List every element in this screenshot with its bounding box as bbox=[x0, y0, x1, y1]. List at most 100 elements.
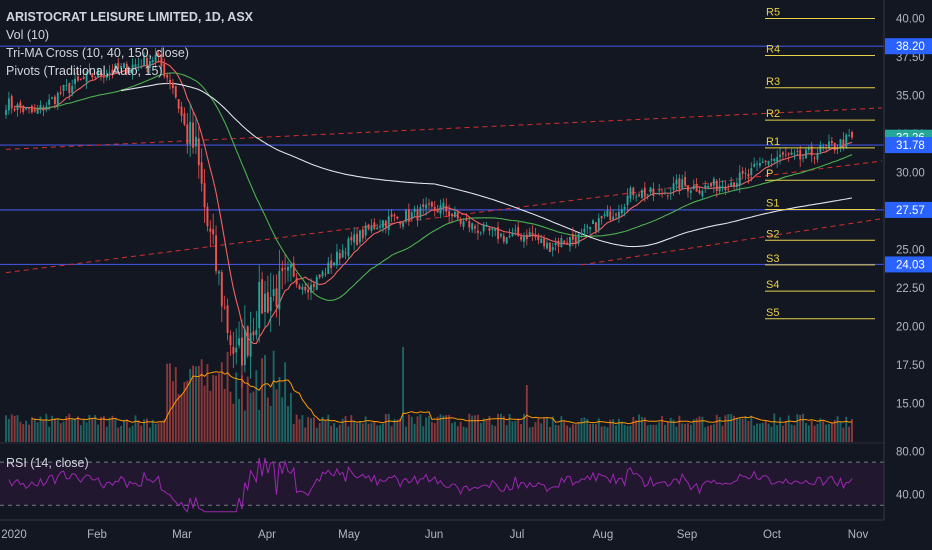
volume-bar bbox=[468, 413, 471, 442]
volume-bar bbox=[396, 419, 399, 442]
candle bbox=[664, 187, 666, 195]
volume-bar bbox=[212, 375, 215, 442]
moving-averages bbox=[14, 60, 853, 345]
volume-bar bbox=[376, 425, 379, 442]
volume-indicator-label[interactable]: Vol (10) bbox=[6, 28, 50, 42]
candle-body bbox=[643, 187, 646, 197]
volume-bar bbox=[370, 422, 373, 442]
candle-body bbox=[387, 216, 390, 230]
candle-body bbox=[537, 235, 540, 241]
candle bbox=[511, 227, 514, 237]
candle-body bbox=[157, 53, 160, 56]
candle bbox=[85, 70, 88, 89]
pivot-label: R2 bbox=[766, 108, 780, 120]
candle bbox=[822, 143, 825, 152]
candle bbox=[108, 65, 111, 81]
pivot-label: S5 bbox=[766, 307, 779, 319]
volume-bar bbox=[753, 425, 756, 442]
candle-body bbox=[125, 64, 128, 74]
candle bbox=[517, 221, 520, 238]
volume-bar bbox=[327, 414, 330, 442]
candle-body bbox=[223, 307, 226, 308]
volume-bar bbox=[137, 420, 140, 442]
candle-body bbox=[592, 220, 594, 225]
candle-body bbox=[76, 76, 79, 81]
candle-body bbox=[370, 225, 373, 232]
candle-body bbox=[393, 214, 396, 217]
candle-body bbox=[174, 86, 177, 98]
candle bbox=[157, 49, 160, 63]
candle-body bbox=[830, 140, 833, 144]
volume-bar bbox=[589, 423, 592, 442]
candle-body bbox=[419, 207, 422, 218]
pivot-label: R1 bbox=[766, 136, 780, 148]
candle-body bbox=[105, 75, 108, 78]
candle-body bbox=[217, 271, 220, 274]
volume-bar bbox=[166, 363, 169, 442]
candle-body bbox=[402, 222, 405, 227]
volume-bar bbox=[727, 414, 730, 442]
candle-body bbox=[269, 297, 272, 312]
volume-bar bbox=[825, 424, 828, 442]
candle bbox=[229, 330, 232, 356]
candle bbox=[212, 213, 215, 244]
candle bbox=[384, 219, 387, 234]
candle bbox=[485, 221, 488, 227]
candle bbox=[448, 204, 451, 224]
candle-body bbox=[514, 229, 517, 231]
volume-bar bbox=[151, 419, 154, 442]
candle bbox=[606, 205, 609, 218]
candle-body bbox=[94, 76, 97, 78]
candle-body bbox=[22, 105, 25, 113]
volume-bar bbox=[174, 366, 177, 442]
candle bbox=[830, 136, 833, 147]
volume-bar bbox=[448, 415, 451, 442]
candle bbox=[111, 64, 114, 79]
candle-body bbox=[177, 99, 180, 109]
candle bbox=[413, 205, 416, 217]
volume-bar bbox=[629, 425, 632, 442]
candle bbox=[609, 206, 612, 221]
candle-body bbox=[206, 206, 209, 227]
volume-bar bbox=[413, 423, 416, 442]
candles[interactable] bbox=[5, 47, 853, 388]
volume-bar bbox=[100, 416, 102, 442]
volume-bar bbox=[635, 420, 638, 442]
candle-body bbox=[511, 232, 514, 236]
volume-bar bbox=[517, 418, 520, 442]
candle-body bbox=[131, 64, 134, 73]
volume-bar bbox=[802, 413, 805, 442]
candle-body bbox=[828, 141, 830, 148]
volume-bar bbox=[678, 415, 681, 442]
candle bbox=[13, 105, 16, 112]
time-tick-label: 2020 bbox=[1, 529, 27, 541]
candle bbox=[203, 168, 206, 223]
volume-bar bbox=[514, 420, 517, 442]
candle bbox=[497, 221, 500, 244]
pivots-label[interactable]: Pivots (Traditional, Auto, 15) bbox=[6, 64, 163, 78]
volume-bar bbox=[318, 422, 321, 442]
candle-body bbox=[330, 260, 333, 269]
rsi-indicator-label[interactable]: RSI (14, close) bbox=[6, 456, 89, 470]
candle bbox=[735, 177, 738, 191]
candle-body bbox=[638, 194, 641, 197]
volume-bar bbox=[600, 426, 603, 442]
candle bbox=[442, 198, 445, 216]
candle-body bbox=[819, 144, 822, 153]
volume-bar bbox=[632, 416, 635, 442]
volume-bar bbox=[68, 413, 71, 442]
candle-body bbox=[851, 131, 853, 138]
candle bbox=[36, 104, 39, 114]
tri-ma-cross-label[interactable]: Tri-MA Cross (10, 40, 150, close) bbox=[6, 46, 189, 60]
candle bbox=[425, 197, 428, 216]
candle-body bbox=[712, 178, 715, 186]
candle-body bbox=[695, 184, 698, 192]
volume-bar bbox=[407, 414, 410, 442]
price-tick-label: 37.50 bbox=[896, 52, 925, 64]
price-tick-label: 25.00 bbox=[896, 244, 925, 256]
pivot-label: S4 bbox=[766, 279, 779, 291]
candle bbox=[476, 223, 479, 240]
candle-body bbox=[649, 187, 652, 193]
candle-body bbox=[845, 134, 848, 149]
